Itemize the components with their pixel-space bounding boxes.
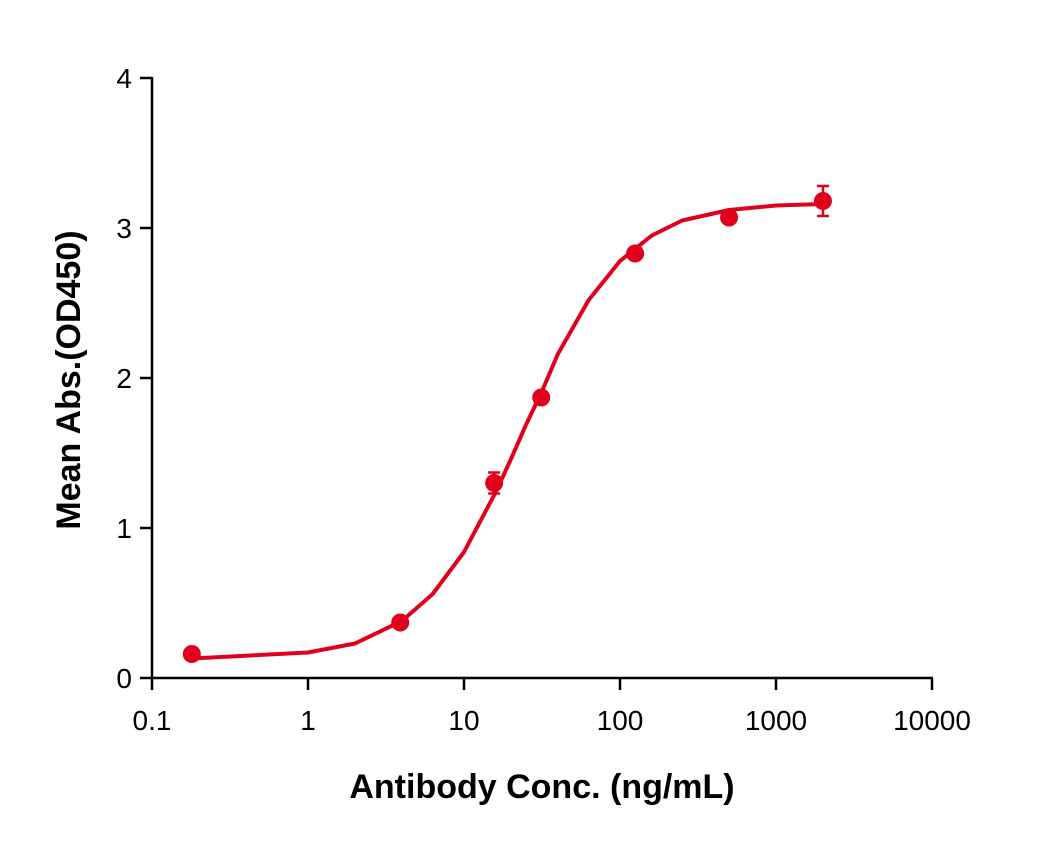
data-point: [626, 244, 645, 263]
data-point: [391, 613, 410, 632]
y-tick-label: 0: [116, 663, 132, 694]
x-tick-label: 0.1: [133, 705, 172, 736]
x-tick-label: 10000: [893, 705, 971, 736]
data-point: [720, 208, 739, 227]
fit-curve: [191, 202, 824, 661]
y-tick-label: 1: [116, 513, 132, 544]
y-axis-title: Mean Abs.(OD450): [50, 230, 88, 529]
x-tick-label: 1000: [745, 705, 807, 736]
x-tick-label: 10: [448, 705, 479, 736]
data-point: [532, 388, 551, 407]
data-point: [182, 645, 201, 663]
x-tick-label: 100: [597, 705, 644, 736]
data-point: [485, 474, 504, 492]
y-tick-label: 3: [116, 213, 132, 244]
x-axis-title: Antibody Conc. (ng/mL): [349, 768, 734, 806]
y-tick-label: 4: [116, 63, 132, 94]
x-tick-label: 1: [300, 705, 316, 736]
y-tick-label: 2: [116, 363, 132, 394]
data-point: [813, 192, 832, 210]
